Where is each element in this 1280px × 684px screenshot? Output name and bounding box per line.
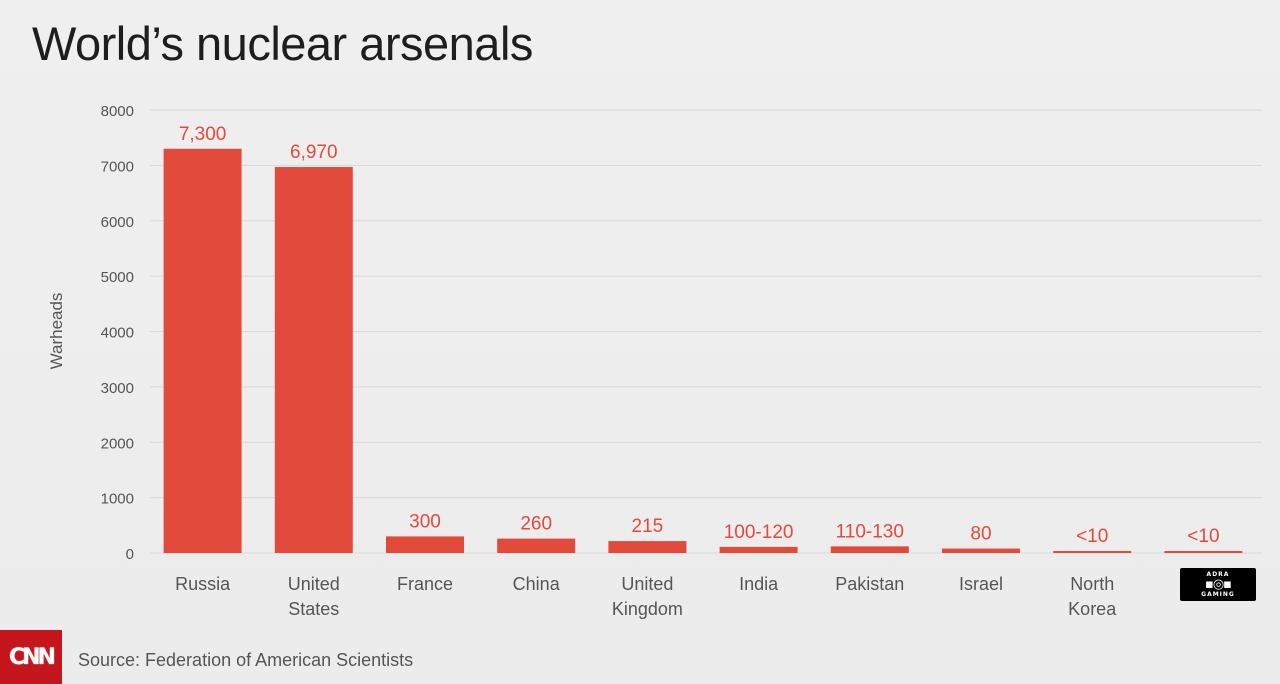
data-label: 215	[632, 516, 664, 537]
y-tick-label: 1000	[101, 491, 134, 508]
data-label: 110-130	[836, 521, 904, 542]
x-tick-label: Pakistan	[835, 574, 904, 594]
y-tick-label: 0	[126, 546, 134, 563]
bar	[497, 538, 576, 553]
chart-title: World’s nuclear arsenals	[32, 17, 533, 70]
data-label: 300	[409, 511, 441, 532]
data-label: 6,970	[290, 142, 338, 163]
y-tick-label: 4000	[101, 325, 134, 342]
data-label: 7,300	[179, 124, 227, 145]
x-tick-label: India	[739, 574, 779, 594]
y-tick-label: 6000	[101, 214, 134, 231]
data-label: 80	[970, 524, 991, 545]
gamepad-icon: ▪◎▪	[1205, 577, 1232, 592]
y-axis-label: Warheads	[47, 293, 66, 370]
x-tick-label: United	[621, 574, 673, 594]
x-tick-label: China	[513, 574, 561, 594]
x-tick-label: States	[288, 599, 339, 619]
y-tick-label: 8000	[101, 103, 134, 120]
x-tick-label: France	[397, 574, 453, 594]
channel-watermark: ADRA ▪◎▪ GAMING	[1180, 568, 1256, 601]
bar	[608, 541, 687, 553]
data-label: <10	[1076, 526, 1108, 547]
data-label: 100-120	[724, 522, 794, 543]
x-tick-label: Russia	[175, 574, 231, 594]
y-tick-label: 5000	[101, 269, 134, 286]
bar	[163, 148, 242, 553]
y-tick-label: 7000	[101, 158, 134, 175]
bar	[1164, 551, 1243, 553]
bar	[386, 536, 464, 553]
data-label: 260	[520, 514, 552, 535]
watermark-top-text: ADRA	[1206, 571, 1230, 578]
watermark-bottom-text: GAMING	[1201, 591, 1235, 598]
cnn-logo: CNN	[0, 630, 62, 684]
x-tick-label: Israel	[959, 574, 1003, 594]
bar	[274, 167, 353, 553]
source-note: Source: Federation of American Scientist…	[78, 650, 414, 670]
x-tick-label: North	[1070, 574, 1114, 594]
bar	[719, 546, 798, 553]
y-tick-label: 3000	[101, 380, 134, 397]
y-tick-label: 2000	[101, 435, 134, 452]
bar	[830, 546, 909, 553]
x-tick-label: Korea	[1068, 599, 1117, 619]
bar	[942, 548, 1020, 553]
bar	[1053, 551, 1132, 553]
x-tick-label: United	[288, 574, 340, 594]
data-label: <10	[1187, 526, 1219, 547]
x-tick-label: Kingdom	[612, 599, 683, 619]
